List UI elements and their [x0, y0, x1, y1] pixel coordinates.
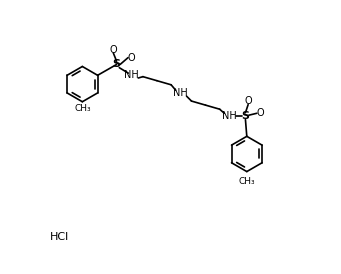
Text: O: O — [256, 108, 264, 118]
Text: O: O — [109, 45, 117, 55]
Text: O: O — [128, 53, 135, 63]
Text: CH₃: CH₃ — [74, 104, 91, 113]
Text: NH: NH — [173, 88, 188, 98]
Text: HCl: HCl — [50, 232, 69, 242]
Text: NH: NH — [124, 70, 139, 80]
Text: O: O — [244, 96, 252, 106]
Text: S: S — [241, 111, 249, 121]
Text: S: S — [113, 59, 121, 69]
Text: NH: NH — [222, 111, 237, 121]
Text: CH₃: CH₃ — [238, 177, 255, 186]
